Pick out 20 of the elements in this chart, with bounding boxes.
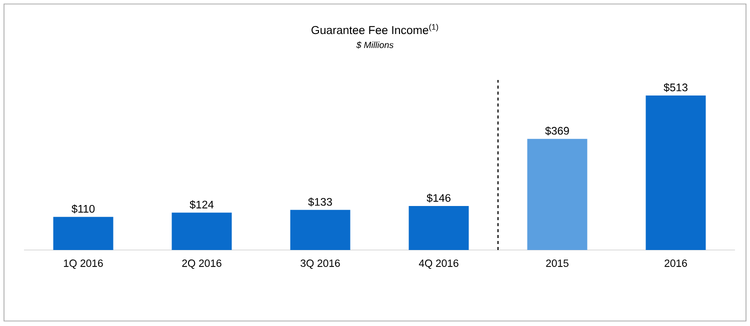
x-tick-label: 4Q 2016 [418,260,458,269]
bar [53,216,114,250]
bar [408,206,469,250]
x-tick-label: 2015 [546,260,568,267]
chart-title: Guarantee Fee Income$^{(1)}$ [312,24,438,34]
bar [527,138,588,250]
chart-subtitle: $ Millions [356,41,394,49]
data-label: $133 [308,198,332,206]
x-tick-label: 3Q 2016 [300,260,340,269]
data-label: $110 [72,204,95,214]
x-tick-label: 1Q 2016 [64,260,103,269]
bar [172,212,232,250]
x-tick-label: 2016 [664,260,687,267]
data-label: $513 [664,83,688,92]
bar [646,95,706,250]
x-tick-label: 2Q 2016 [182,260,222,269]
data-label: $124 [190,200,214,210]
data-label: $146 [426,194,450,202]
bar [290,210,350,250]
data-label: $369 [545,126,569,136]
